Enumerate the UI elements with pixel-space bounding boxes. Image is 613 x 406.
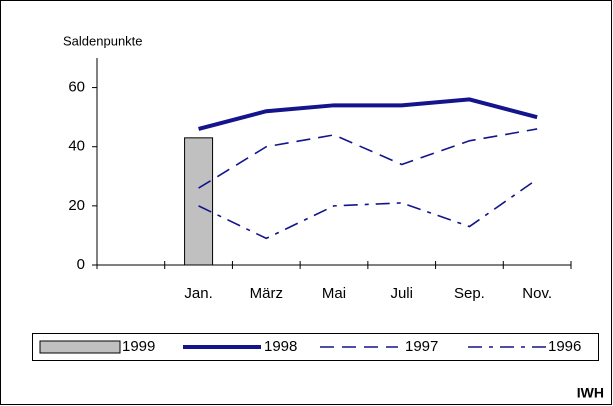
x-tick-label: März xyxy=(250,285,283,302)
legend-label: 1997 xyxy=(405,338,438,355)
legend-label: 1998 xyxy=(264,338,297,355)
x-tick-label: Mai xyxy=(322,285,346,302)
y-tick-label: 60 xyxy=(68,79,85,96)
line xyxy=(198,128,538,189)
y-tick-label: 20 xyxy=(68,197,85,214)
line xyxy=(198,178,538,240)
x-tick-label: Juli xyxy=(390,285,413,302)
x-tick-label: Nov. xyxy=(522,285,552,302)
legend-label: 1996 xyxy=(548,338,581,355)
legend-label: 1999 xyxy=(122,338,155,355)
legend-swatch xyxy=(39,340,121,354)
y-tick-label: 0 xyxy=(77,256,85,273)
y-axis-label: Saldenpunkte xyxy=(63,33,143,48)
bar xyxy=(184,137,214,266)
source: IWH xyxy=(577,385,604,401)
x-tick-label: Sep. xyxy=(454,285,485,302)
x-tick-label: Jan. xyxy=(184,285,212,302)
y-tick-label: 40 xyxy=(68,138,85,155)
line xyxy=(198,97,538,131)
